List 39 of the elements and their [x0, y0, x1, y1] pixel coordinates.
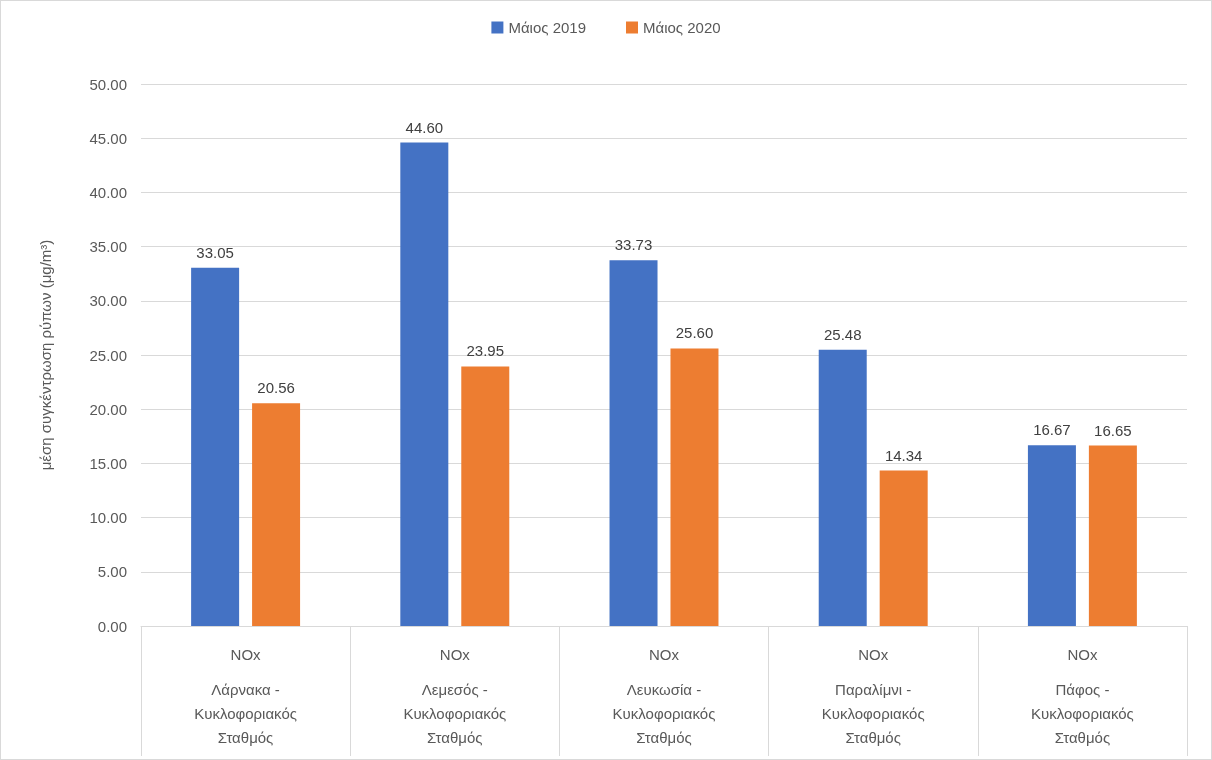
- y-tick-label: 5.00: [97, 563, 127, 581]
- y-tick-label: 45.00: [89, 129, 127, 147]
- data-label: 14.34: [884, 446, 923, 464]
- data-label: 23.95: [466, 342, 505, 360]
- y-tick-label: 15.00: [89, 454, 127, 472]
- data-label: 44.60: [405, 118, 444, 136]
- legend-label: Μάιος 2020: [643, 19, 721, 36]
- category-label: NOx Λάρνακα - Κυκλοφοριακός Σταθμός: [194, 645, 298, 746]
- bar: [879, 470, 928, 626]
- data-label: 33.73: [614, 236, 653, 254]
- data-label: 16.67: [1033, 421, 1071, 439]
- y-tick-label: 0.00: [97, 617, 127, 635]
- bar: [818, 349, 867, 626]
- category-label: NOx Παραλίμνι - Κυκλοφοριακός Σταθμός: [821, 645, 925, 746]
- y-tick-label: 20.00: [89, 400, 127, 418]
- bar: [670, 348, 719, 626]
- bar: [400, 142, 449, 626]
- data-label: 25.60: [675, 324, 714, 342]
- y-axis-title: μέση συγκέντρωση ρύπων (μg/m³): [37, 239, 54, 471]
- bar: [1027, 445, 1076, 626]
- data-label: 33.05: [196, 243, 234, 261]
- category-label: NOx Λευκωσία - Κυκλοφοριακός Σταθμός: [612, 645, 716, 746]
- y-tick-label: 40.00: [89, 183, 127, 201]
- bar: [191, 267, 240, 626]
- bar: [252, 403, 301, 626]
- y-tick-label: 30.00: [89, 292, 127, 310]
- bar: [461, 366, 510, 626]
- bar: [1088, 445, 1137, 626]
- y-tick-label: 25.00: [89, 346, 127, 364]
- category-label: NOx Λεμεσός - Κυκλοφοριακός Σταθμός: [403, 645, 507, 746]
- bar: [609, 260, 658, 626]
- y-tick-label: 35.00: [89, 238, 127, 256]
- legend-label: Μάιος 2019: [508, 19, 586, 36]
- data-label: 16.65: [1094, 421, 1132, 439]
- y-tick-label: 50.00: [89, 75, 127, 93]
- data-label: 25.48: [823, 325, 862, 343]
- data-label: 20.56: [257, 379, 295, 397]
- y-tick-label: 10.00: [89, 509, 127, 527]
- category-label: NOx Πάφος - Κυκλοφοριακός Σταθμός: [1030, 645, 1134, 746]
